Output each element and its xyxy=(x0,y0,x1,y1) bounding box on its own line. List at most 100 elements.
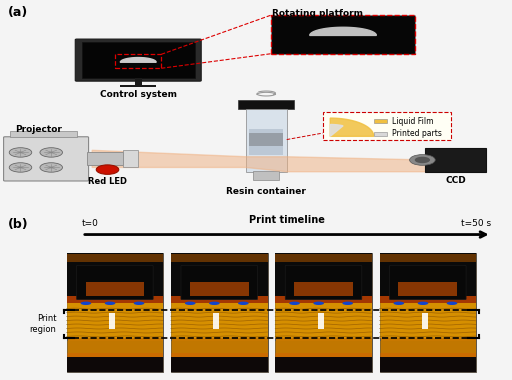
Bar xyxy=(238,100,294,109)
Bar xyxy=(275,303,372,339)
Text: Liquid Film: Liquid Film xyxy=(392,117,433,126)
Bar xyxy=(67,353,163,358)
FancyBboxPatch shape xyxy=(181,265,258,300)
Bar xyxy=(67,303,163,339)
Bar xyxy=(374,131,387,136)
Bar xyxy=(120,86,156,87)
Bar xyxy=(275,253,372,303)
Bar xyxy=(246,109,287,172)
Circle shape xyxy=(289,302,300,305)
Bar xyxy=(275,253,372,372)
Bar xyxy=(86,282,144,296)
Circle shape xyxy=(313,302,324,305)
Bar xyxy=(82,42,195,78)
Circle shape xyxy=(49,152,53,153)
Bar xyxy=(275,341,372,353)
Circle shape xyxy=(415,157,430,163)
Bar xyxy=(379,296,476,303)
Circle shape xyxy=(49,166,53,168)
Polygon shape xyxy=(330,118,374,136)
Bar xyxy=(425,148,486,172)
Bar xyxy=(271,15,415,54)
FancyBboxPatch shape xyxy=(285,265,362,300)
Bar xyxy=(398,282,457,296)
Circle shape xyxy=(18,166,23,168)
Text: Rotating platform: Rotating platform xyxy=(272,9,363,17)
Text: Projector: Projector xyxy=(15,125,62,133)
Bar xyxy=(67,296,163,303)
Polygon shape xyxy=(330,125,343,136)
Text: Print timeline: Print timeline xyxy=(249,215,325,225)
FancyBboxPatch shape xyxy=(390,265,466,300)
Bar xyxy=(67,254,163,262)
Bar xyxy=(422,314,428,329)
Polygon shape xyxy=(92,150,471,172)
Text: t=50 s: t=50 s xyxy=(461,219,492,228)
FancyBboxPatch shape xyxy=(77,265,153,300)
Bar xyxy=(379,254,476,262)
Bar xyxy=(67,253,163,303)
Polygon shape xyxy=(310,27,376,35)
Circle shape xyxy=(446,302,457,305)
Circle shape xyxy=(418,302,429,305)
Circle shape xyxy=(18,152,23,153)
Bar xyxy=(171,296,267,303)
Bar xyxy=(171,353,267,358)
Text: Control system: Control system xyxy=(100,90,177,99)
Circle shape xyxy=(410,155,435,165)
Circle shape xyxy=(238,302,249,305)
Text: Red LED: Red LED xyxy=(88,177,127,186)
Circle shape xyxy=(134,302,144,305)
Bar xyxy=(171,253,267,372)
Bar xyxy=(323,112,451,139)
Bar xyxy=(379,341,476,353)
Bar xyxy=(275,296,372,303)
Bar xyxy=(379,253,476,303)
Bar xyxy=(379,303,476,339)
Text: (b): (b) xyxy=(8,218,28,231)
Bar xyxy=(171,253,267,303)
Circle shape xyxy=(9,163,32,172)
Bar xyxy=(275,353,372,358)
Bar xyxy=(67,358,163,372)
Circle shape xyxy=(343,302,353,305)
Text: Print
region: Print region xyxy=(30,314,56,334)
Circle shape xyxy=(209,302,220,305)
Text: (a): (a) xyxy=(8,6,28,19)
Circle shape xyxy=(394,302,404,305)
Bar xyxy=(379,358,476,372)
Bar xyxy=(87,152,123,165)
Bar xyxy=(374,119,387,124)
Text: Resin container: Resin container xyxy=(226,187,306,196)
Bar xyxy=(10,131,77,138)
Text: CCD: CCD xyxy=(445,176,466,185)
Bar xyxy=(123,150,138,168)
Bar xyxy=(253,171,279,180)
Bar xyxy=(318,314,324,329)
Bar xyxy=(190,282,249,296)
Circle shape xyxy=(105,302,115,305)
Circle shape xyxy=(80,302,91,305)
Circle shape xyxy=(185,302,196,305)
Circle shape xyxy=(9,148,32,157)
Circle shape xyxy=(96,165,119,174)
Bar xyxy=(249,129,283,155)
FancyBboxPatch shape xyxy=(4,137,89,181)
Text: t=0: t=0 xyxy=(82,219,99,228)
Polygon shape xyxy=(120,57,156,62)
Bar xyxy=(294,282,353,296)
Bar xyxy=(249,133,283,146)
FancyBboxPatch shape xyxy=(75,39,201,81)
Bar xyxy=(135,78,142,86)
Bar xyxy=(109,314,115,329)
Bar xyxy=(171,358,267,372)
Bar xyxy=(214,314,219,329)
Bar xyxy=(171,254,267,262)
Circle shape xyxy=(40,163,62,172)
Bar xyxy=(115,54,161,68)
Bar xyxy=(171,341,267,353)
Bar xyxy=(67,341,163,353)
Bar xyxy=(171,303,267,339)
Text: Printed parts: Printed parts xyxy=(392,130,441,138)
Bar xyxy=(275,358,372,372)
